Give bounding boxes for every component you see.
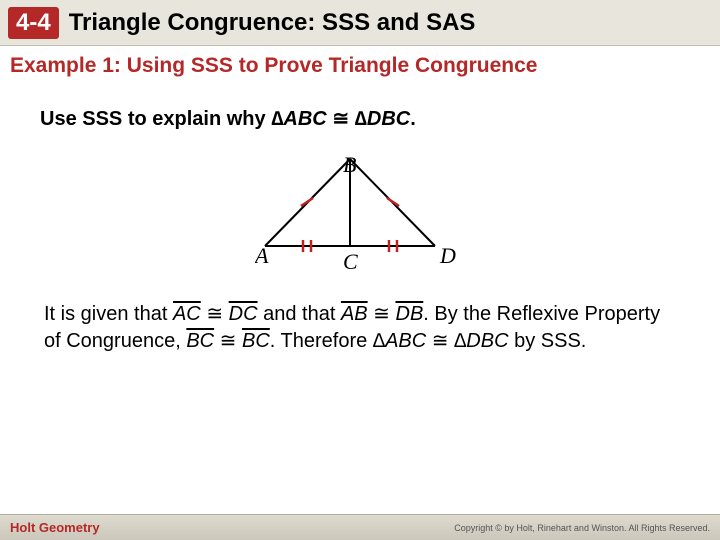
seg-DC: DC [229,303,258,325]
vertex-label-A: A [255,243,269,268]
prompt-tail: . [410,108,416,130]
sol-cong-3: ≅ [214,330,242,352]
seg-BC-1: BC [186,330,214,352]
seg-BC-2: BC [242,330,270,352]
lesson-number-badge: 4-4 [8,7,59,39]
sol-part-1: It is given that [44,303,173,325]
triangle-svg: A B C D [255,151,465,271]
solution-text: It is given that AC ≅ DC and that AB ≅ D… [40,301,680,355]
vertex-label-B: B [343,152,356,177]
problem-prompt: Use SSS to explain why ∆ABC ≅ ∆DBC. [40,106,680,131]
tick-AB [301,198,313,206]
footer-copyright: Copyright © by Holt, Rinehart and Winsto… [454,523,710,533]
prompt-congruent: ≅ [327,108,355,130]
lesson-header: 4-4 Triangle Congruence: SSS and SAS [0,0,720,46]
sol-part-2: and that [258,303,341,325]
seg-DB: DB [396,303,424,325]
sol-part-5: by SSS. [509,330,587,352]
triangle-diagram: A B C D [40,151,680,271]
prompt-lead: Use SSS to explain why [40,108,271,130]
sol-triangle-1: ∆ABC [373,330,426,352]
vertex-label-C: C [343,249,358,271]
sol-part-4: . Therefore [270,330,373,352]
sol-cong-4: ≅ [426,330,454,352]
prompt-triangle-1: ∆ABC [271,108,327,130]
footer-brand: Holt Geometry [10,520,100,535]
sol-cong-2: ≅ [368,303,396,325]
sol-cong-1: ≅ [201,303,229,325]
example-heading: Example 1: Using SSS to Prove Triangle C… [10,54,537,77]
slide-footer: Holt Geometry Copyright © by Holt, Rineh… [0,514,720,540]
vertex-label-D: D [439,243,456,268]
tick-BD [387,198,399,206]
content-area: Use SSS to explain why ∆ABC ≅ ∆DBC. A B … [0,86,720,365]
lesson-title: Triangle Congruence: SSS and SAS [69,9,476,37]
prompt-triangle-2: ∆DBC [355,108,411,130]
seg-AC: AC [173,303,201,325]
seg-AB: AB [341,303,368,325]
sol-triangle-2: ∆DBC [454,330,508,352]
example-heading-bar: Example 1: Using SSS to Prove Triangle C… [0,46,720,86]
